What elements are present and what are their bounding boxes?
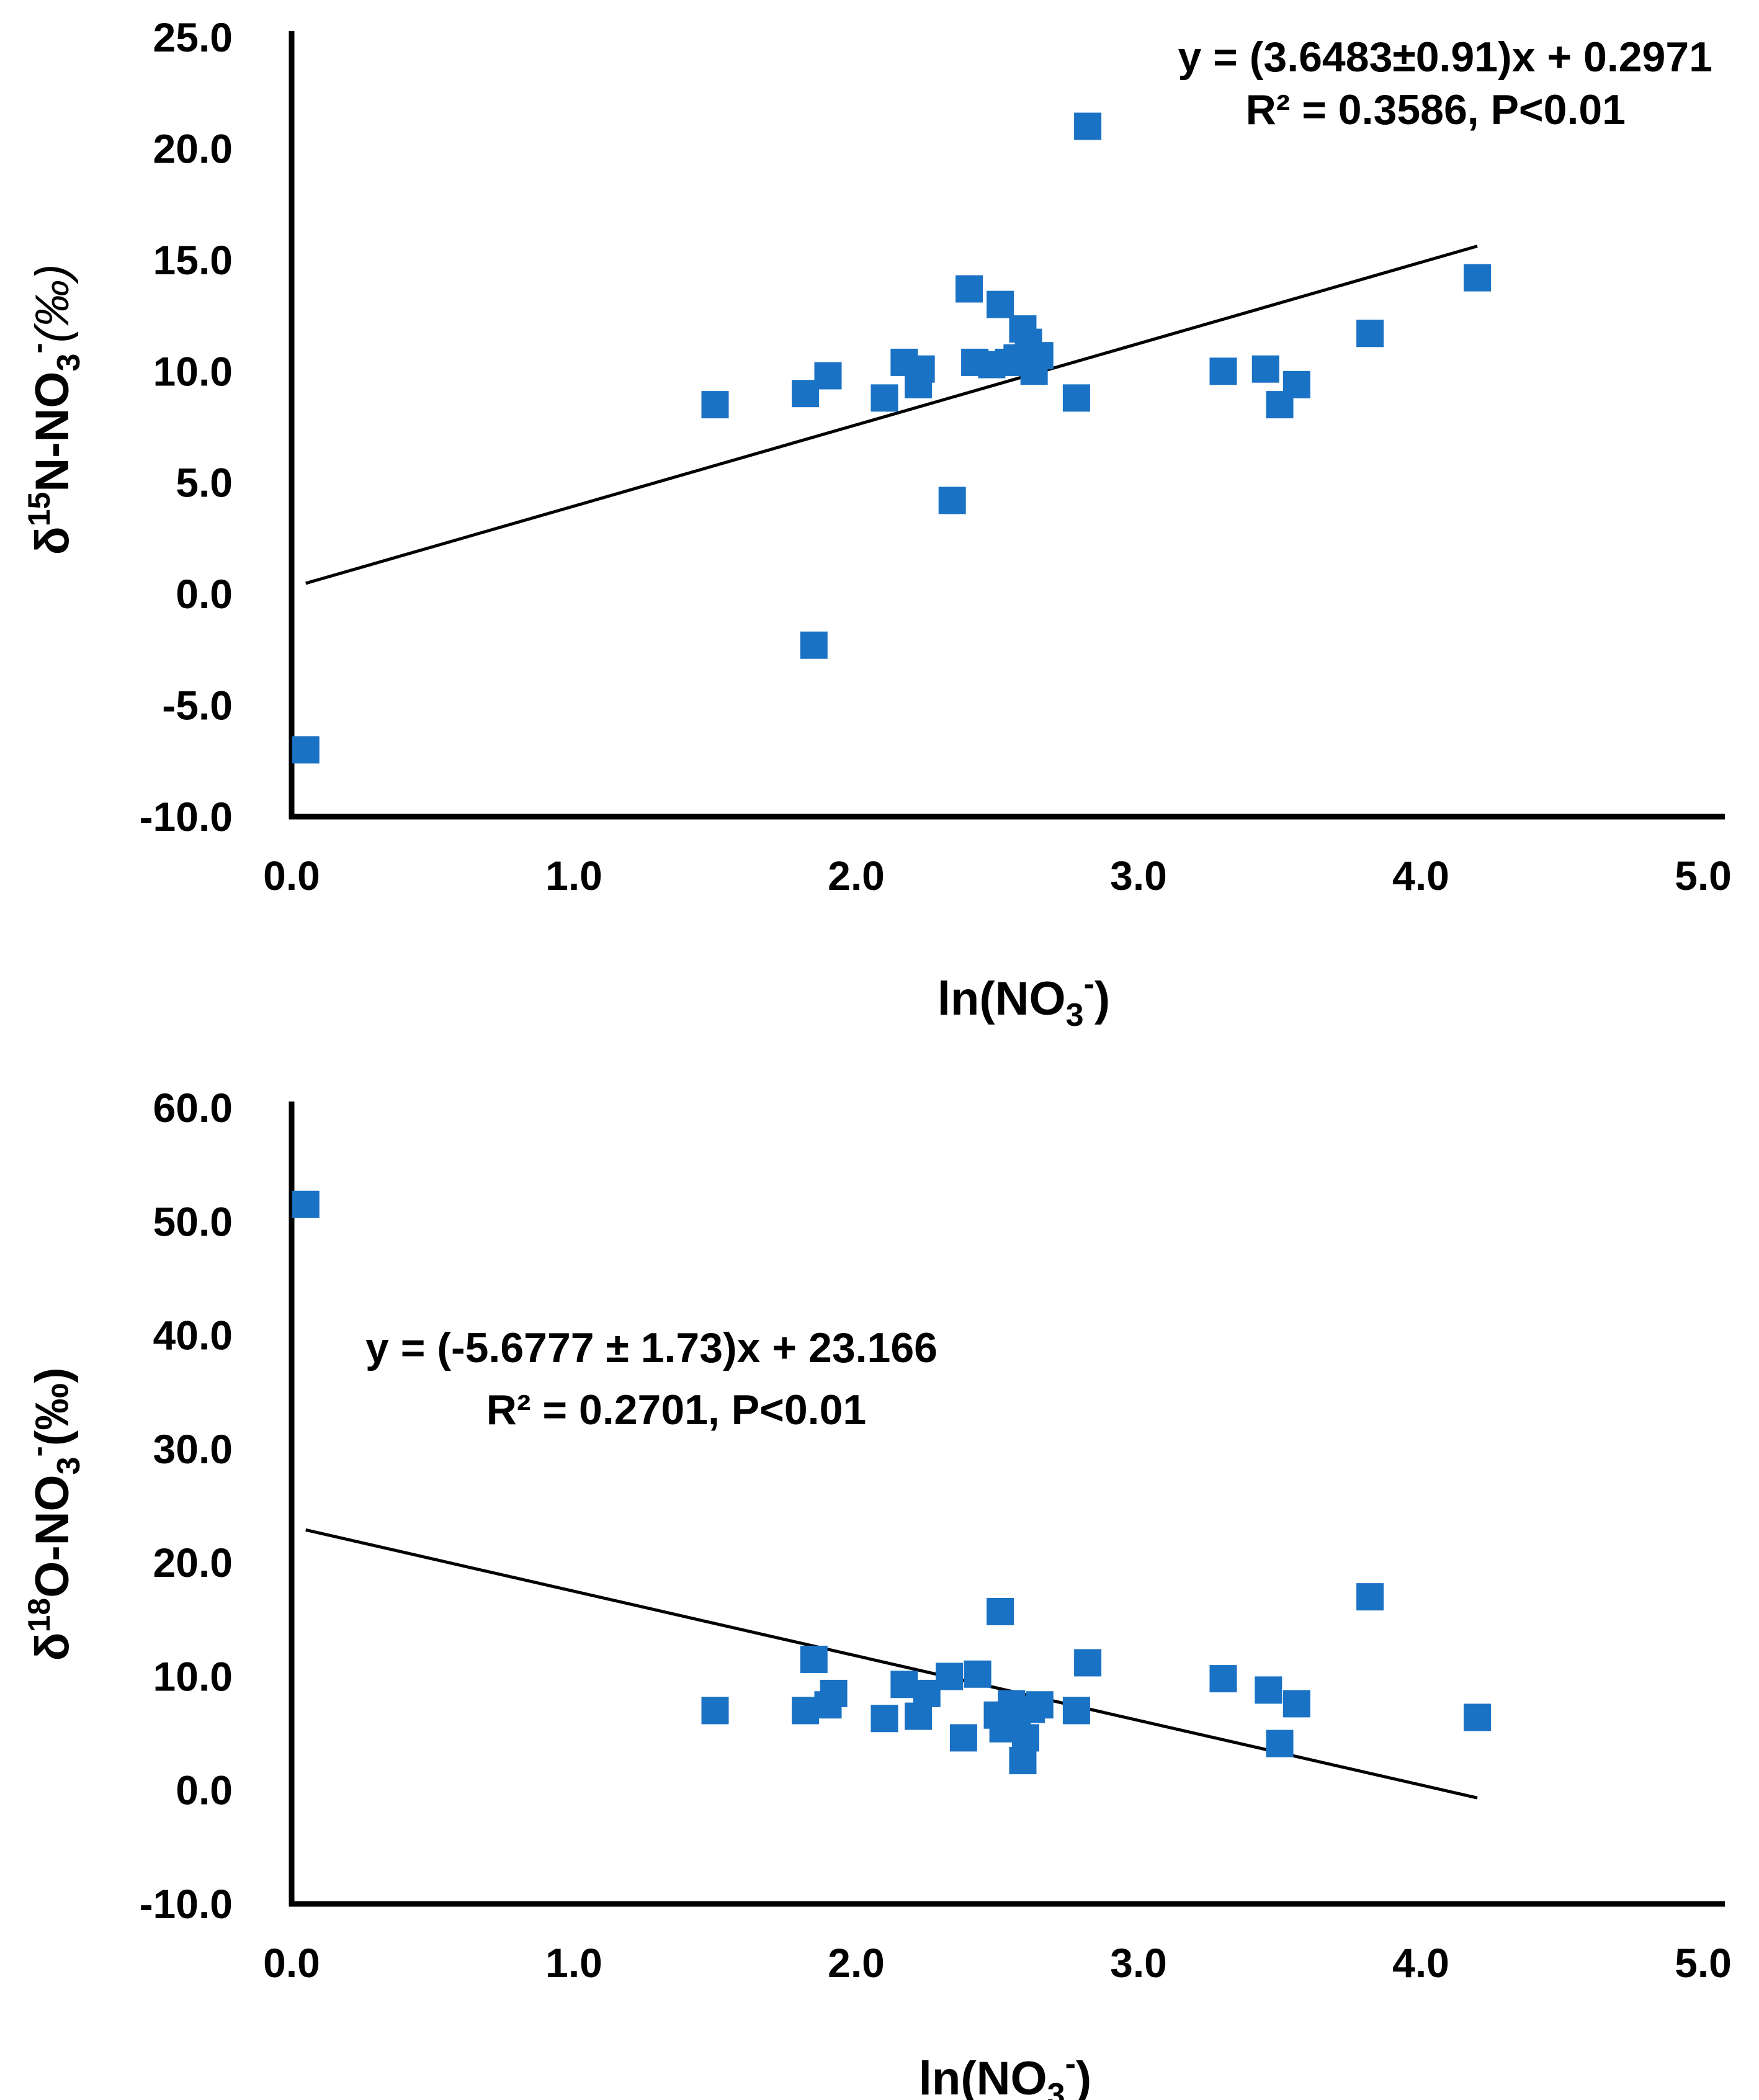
chart-d15n: -10.0 -5.0 0.0 5.0 10.0 15.0 20.0 25.0 0.0 1.0 2.… (20, 14, 1732, 1033)
data-point (936, 1662, 964, 1690)
data-point (1356, 320, 1384, 348)
y-tick-label: 30.0 (153, 1426, 233, 1472)
data-point (701, 1697, 729, 1725)
data-point (987, 1597, 1014, 1625)
data-point (871, 384, 898, 412)
y-tick-label: 50.0 (153, 1198, 233, 1244)
y-tick-label: 15.0 (153, 237, 233, 283)
y-tick-label: 20.0 (153, 125, 233, 171)
data-point (938, 487, 966, 514)
x-tick-label: 0.0 (263, 1940, 320, 1986)
data-point (1074, 1649, 1102, 1677)
x-tick-label: 4.0 (1392, 1940, 1449, 1986)
r-squared-label: R² = 0.2701, P<0.01 (486, 1386, 866, 1434)
x-tick-label: 3.0 (1110, 853, 1167, 899)
y-tick-label: 25.0 (153, 14, 233, 60)
data-point (1282, 370, 1310, 398)
x-tick-label: 1.0 (545, 853, 602, 899)
r-squared-label: R² = 0.3586, P<0.01 (1246, 86, 1626, 133)
y-tick-label: 5.0 (176, 460, 233, 506)
y-tick-label: 10.0 (153, 348, 233, 394)
y-tick-label: -10.0 (140, 1881, 233, 1927)
data-point (871, 1705, 898, 1733)
trendline (305, 245, 1478, 585)
data-point (1464, 264, 1491, 292)
chart-d18o: -10.0 0.0 10.0 20.0 30.0 40.0 50.0 60.0 0.0 1.0 2… (20, 1085, 1732, 2100)
data-point (701, 391, 729, 419)
x-axis-label: ln(NO3-) (919, 2046, 1091, 2100)
data-point (1255, 1676, 1282, 1704)
data-point (956, 275, 983, 303)
x-tick-label: 3.0 (1110, 1940, 1167, 1986)
data-point (1026, 1691, 1054, 1719)
data-point (292, 736, 320, 764)
data-point (1266, 1730, 1294, 1757)
x-tick-label: 5.0 (1675, 853, 1732, 899)
x-tick-label: 5.0 (1675, 1940, 1732, 1986)
x-tick-label: 2.0 (828, 1940, 885, 1986)
trendline (305, 1528, 1478, 1800)
y-tick-label: -10.0 (140, 794, 233, 840)
data-point (1026, 342, 1054, 370)
regression-equation: y = (3.6483±0.91)x + 0.2971 (1178, 34, 1712, 81)
data-point (1464, 1703, 1491, 1731)
x-tick-label: 0.0 (263, 853, 320, 899)
data-point (1074, 112, 1102, 140)
y-tick-label: -5.0 (162, 683, 233, 729)
x-tick-label: 2.0 (828, 853, 885, 899)
data-point (800, 1645, 828, 1673)
data-point (292, 1190, 320, 1218)
y-tick-label: 60.0 (153, 1085, 233, 1131)
y-tick-label: 40.0 (153, 1312, 233, 1358)
x-tick-label: 4.0 (1392, 853, 1449, 899)
data-point (964, 1660, 991, 1688)
x-axis-label: ln(NO3-) (938, 966, 1110, 1033)
data-point (814, 362, 842, 390)
data-point (1356, 1583, 1384, 1611)
data-point (1251, 355, 1279, 383)
data-point (1282, 1690, 1310, 1718)
data-point (907, 355, 935, 383)
data-point (949, 1724, 977, 1752)
data-point (1012, 1724, 1039, 1752)
data-point (1209, 357, 1237, 385)
regression-equation: y = (-5.6777 ± 1.73)x + 23.166 (365, 1324, 938, 1371)
data-point (987, 290, 1014, 318)
y-tick-label: 0.0 (176, 1767, 233, 1813)
x-tick-label: 1.0 (545, 1940, 602, 1986)
data-point (1062, 1697, 1090, 1725)
y-axis-label: δ18O-NO3-(‰) (20, 1367, 87, 1661)
y-tick-label: 0.0 (176, 571, 233, 617)
y-axis-label: δ15N-NO3-(‰) (20, 264, 87, 555)
data-point (1209, 1665, 1237, 1693)
y-tick-label: 20.0 (153, 1540, 233, 1586)
data-point (1062, 384, 1090, 412)
data-point (820, 1679, 848, 1707)
data-point (800, 631, 828, 659)
y-tick-label: 10.0 (153, 1653, 233, 1699)
